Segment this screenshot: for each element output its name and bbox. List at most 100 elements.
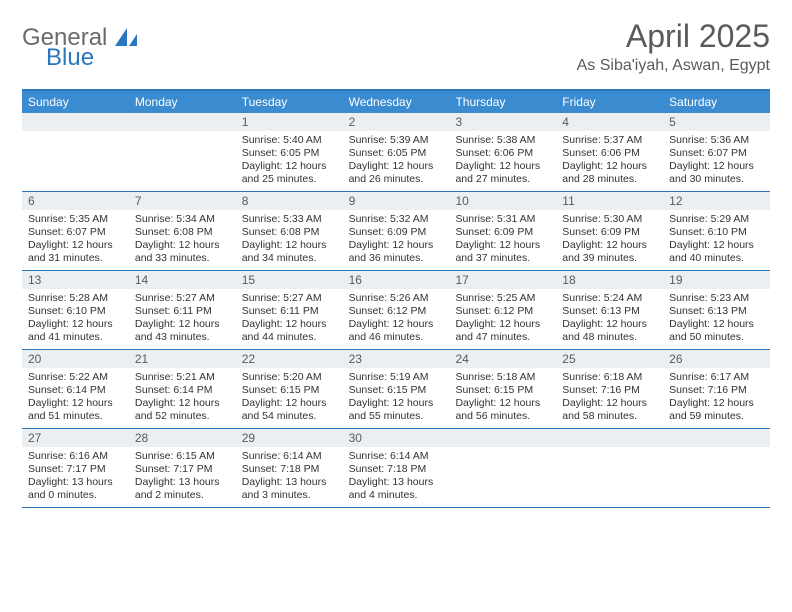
day-number: 29 (236, 429, 343, 447)
sunset-line: Sunset: 6:08 PM (242, 226, 337, 239)
day-number: 18 (556, 271, 663, 289)
calendar-cell (556, 429, 663, 507)
calendar-cell: 17Sunrise: 5:25 AMSunset: 6:12 PMDayligh… (449, 271, 556, 349)
week-row: 13Sunrise: 5:28 AMSunset: 6:10 PMDayligh… (22, 271, 770, 350)
sunset-line: Sunset: 6:13 PM (562, 305, 657, 318)
sunset-line: Sunset: 7:17 PM (135, 463, 230, 476)
sunrise-line: Sunrise: 5:22 AM (28, 371, 123, 384)
sunrise-line: Sunrise: 6:14 AM (242, 450, 337, 463)
sunset-line: Sunset: 6:10 PM (28, 305, 123, 318)
day-number: 20 (22, 350, 129, 368)
daylight-line: Daylight: 12 hours and 56 minutes. (455, 397, 550, 423)
daylight-line: Daylight: 13 hours and 2 minutes. (135, 476, 230, 502)
cell-body: Sunrise: 5:27 AMSunset: 6:11 PMDaylight:… (129, 289, 236, 349)
day-number: 6 (22, 192, 129, 210)
sunrise-line: Sunrise: 5:39 AM (349, 134, 444, 147)
sunrise-line: Sunrise: 5:40 AM (242, 134, 337, 147)
sunrise-line: Sunrise: 5:31 AM (455, 213, 550, 226)
calendar-cell: 20Sunrise: 5:22 AMSunset: 6:14 PMDayligh… (22, 350, 129, 428)
dayhead-sun: Sunday (22, 91, 129, 113)
daylight-line: Daylight: 12 hours and 59 minutes. (669, 397, 764, 423)
sunset-line: Sunset: 6:06 PM (455, 147, 550, 160)
sunrise-line: Sunrise: 5:19 AM (349, 371, 444, 384)
calendar-cell: 1Sunrise: 5:40 AMSunset: 6:05 PMDaylight… (236, 113, 343, 191)
sunset-line: Sunset: 6:07 PM (669, 147, 764, 160)
calendar-cell: 22Sunrise: 5:20 AMSunset: 6:15 PMDayligh… (236, 350, 343, 428)
sunset-line: Sunset: 6:14 PM (135, 384, 230, 397)
week-row: 6Sunrise: 5:35 AMSunset: 6:07 PMDaylight… (22, 192, 770, 271)
calendar-cell: 19Sunrise: 5:23 AMSunset: 6:13 PMDayligh… (663, 271, 770, 349)
day-number: 19 (663, 271, 770, 289)
sunset-line: Sunset: 6:12 PM (349, 305, 444, 318)
sunrise-line: Sunrise: 5:34 AM (135, 213, 230, 226)
calendar: Sunday Monday Tuesday Wednesday Thursday… (22, 89, 770, 508)
calendar-cell (663, 429, 770, 507)
day-number: 22 (236, 350, 343, 368)
cell-body: Sunrise: 5:34 AMSunset: 6:08 PMDaylight:… (129, 210, 236, 270)
day-number: 30 (343, 429, 450, 447)
daylight-line: Daylight: 12 hours and 40 minutes. (669, 239, 764, 265)
sunset-line: Sunset: 7:17 PM (28, 463, 123, 476)
day-number: 2 (343, 113, 450, 131)
logo-sail-icon (113, 26, 139, 51)
day-number: 17 (449, 271, 556, 289)
sunset-line: Sunset: 6:11 PM (135, 305, 230, 318)
week-row: 20Sunrise: 5:22 AMSunset: 6:14 PMDayligh… (22, 350, 770, 429)
daylight-line: Daylight: 12 hours and 47 minutes. (455, 318, 550, 344)
day-number: 16 (343, 271, 450, 289)
day-number (663, 429, 770, 447)
calendar-cell (129, 113, 236, 191)
sunrise-line: Sunrise: 5:29 AM (669, 213, 764, 226)
sunrise-line: Sunrise: 6:16 AM (28, 450, 123, 463)
sunrise-line: Sunrise: 5:33 AM (242, 213, 337, 226)
cell-body: Sunrise: 5:37 AMSunset: 6:06 PMDaylight:… (556, 131, 663, 191)
sunrise-line: Sunrise: 5:26 AM (349, 292, 444, 305)
cell-body: Sunrise: 5:26 AMSunset: 6:12 PMDaylight:… (343, 289, 450, 349)
sunset-line: Sunset: 6:08 PM (135, 226, 230, 239)
daylight-line: Daylight: 12 hours and 52 minutes. (135, 397, 230, 423)
cell-body: Sunrise: 5:32 AMSunset: 6:09 PMDaylight:… (343, 210, 450, 270)
cell-body: Sunrise: 5:29 AMSunset: 6:10 PMDaylight:… (663, 210, 770, 270)
day-number: 24 (449, 350, 556, 368)
sunset-line: Sunset: 6:15 PM (349, 384, 444, 397)
day-number (129, 113, 236, 131)
header: General April 2025 As Siba'iyah, Aswan, … (22, 18, 770, 75)
calendar-cell: 14Sunrise: 5:27 AMSunset: 6:11 PMDayligh… (129, 271, 236, 349)
day-number: 10 (449, 192, 556, 210)
sunset-line: Sunset: 7:16 PM (562, 384, 657, 397)
sunrise-line: Sunrise: 5:35 AM (28, 213, 123, 226)
cell-body: Sunrise: 5:20 AMSunset: 6:15 PMDaylight:… (236, 368, 343, 428)
calendar-cell: 21Sunrise: 5:21 AMSunset: 6:14 PMDayligh… (129, 350, 236, 428)
sunrise-line: Sunrise: 5:24 AM (562, 292, 657, 305)
daylight-line: Daylight: 12 hours and 55 minutes. (349, 397, 444, 423)
calendar-cell: 8Sunrise: 5:33 AMSunset: 6:08 PMDaylight… (236, 192, 343, 270)
sunset-line: Sunset: 6:05 PM (349, 147, 444, 160)
cell-body: Sunrise: 5:36 AMSunset: 6:07 PMDaylight:… (663, 131, 770, 191)
daylight-line: Daylight: 12 hours and 48 minutes. (562, 318, 657, 344)
day-number: 3 (449, 113, 556, 131)
sunset-line: Sunset: 6:09 PM (562, 226, 657, 239)
calendar-cell: 24Sunrise: 5:18 AMSunset: 6:15 PMDayligh… (449, 350, 556, 428)
sunset-line: Sunset: 6:13 PM (669, 305, 764, 318)
calendar-cell: 27Sunrise: 6:16 AMSunset: 7:17 PMDayligh… (22, 429, 129, 507)
dayhead-sat: Saturday (663, 91, 770, 113)
dayhead-wed: Wednesday (343, 91, 450, 113)
dayhead-thu: Thursday (449, 91, 556, 113)
calendar-cell: 25Sunrise: 6:18 AMSunset: 7:16 PMDayligh… (556, 350, 663, 428)
dayhead-tue: Tuesday (236, 91, 343, 113)
calendar-cell: 5Sunrise: 5:36 AMSunset: 6:07 PMDaylight… (663, 113, 770, 191)
day-number: 13 (22, 271, 129, 289)
calendar-cell: 11Sunrise: 5:30 AMSunset: 6:09 PMDayligh… (556, 192, 663, 270)
location: As Siba'iyah, Aswan, Egypt (577, 57, 770, 75)
day-number: 23 (343, 350, 450, 368)
sunset-line: Sunset: 6:15 PM (242, 384, 337, 397)
cell-body: Sunrise: 5:27 AMSunset: 6:11 PMDaylight:… (236, 289, 343, 349)
day-number: 9 (343, 192, 450, 210)
calendar-cell: 10Sunrise: 5:31 AMSunset: 6:09 PMDayligh… (449, 192, 556, 270)
calendar-cell: 9Sunrise: 5:32 AMSunset: 6:09 PMDaylight… (343, 192, 450, 270)
cell-body: Sunrise: 5:40 AMSunset: 6:05 PMDaylight:… (236, 131, 343, 191)
calendar-cell: 29Sunrise: 6:14 AMSunset: 7:18 PMDayligh… (236, 429, 343, 507)
day-header-row: Sunday Monday Tuesday Wednesday Thursday… (22, 91, 770, 113)
weeks-container: 1Sunrise: 5:40 AMSunset: 6:05 PMDaylight… (22, 113, 770, 508)
calendar-cell: 26Sunrise: 6:17 AMSunset: 7:16 PMDayligh… (663, 350, 770, 428)
